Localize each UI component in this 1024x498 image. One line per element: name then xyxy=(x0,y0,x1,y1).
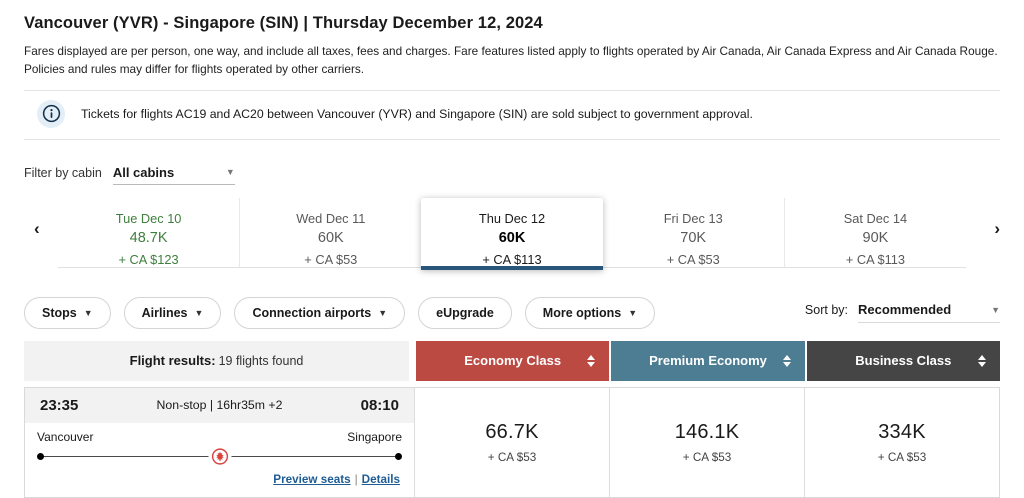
details-link[interactable]: Details xyxy=(361,472,400,486)
flight-results-count: 19 flights found xyxy=(218,353,304,368)
cabin-filter-select[interactable]: All cabins ▼ xyxy=(112,164,235,185)
chevron-down-icon: ▼ xyxy=(991,304,1000,315)
sort-arrows-icon xyxy=(587,354,596,367)
cabin-filter-value: All cabins xyxy=(112,164,175,180)
price-points: 334K xyxy=(878,420,926,443)
page-title: Vancouver (YVR) - Singapore (SIN) | Thur… xyxy=(24,14,543,32)
economy-class-price-cell[interactable]: 66.7K + CA $53 xyxy=(415,388,609,497)
premium-economy-column-header[interactable]: Premium Economy xyxy=(611,340,805,381)
chevron-down-icon: ▼ xyxy=(225,167,235,178)
sort-arrows-icon xyxy=(782,354,791,367)
origin-dot xyxy=(37,452,44,460)
government-approval-notice: Tickets for flights AC19 and AC20 betwee… xyxy=(24,91,1000,137)
origin-city: Vancouver xyxy=(37,429,94,444)
tab-date: Sat Dec 14 xyxy=(843,210,908,226)
link-separator: | xyxy=(354,472,358,486)
tab-date: Fri Dec 13 xyxy=(663,210,723,226)
date-tabs: Tue Dec 10 48.7K + CA $123 Wed Dec 11 60… xyxy=(58,197,966,270)
filters-row: Stops ▼ Airlines ▼ Connection airports ▼… xyxy=(24,296,1000,329)
date-tab-tue-dec-10[interactable]: Tue Dec 10 48.7K + CA $123 xyxy=(58,198,239,267)
destination-dot xyxy=(395,452,402,460)
premium-economy-price-cell[interactable]: 146.1K + CA $53 xyxy=(609,387,804,497)
date-tab-thu-dec-12-selected[interactable]: Thu Dec 12 60K + CA $113 xyxy=(421,197,603,270)
next-dates-button[interactable]: › xyxy=(994,218,1000,238)
divider xyxy=(24,138,1000,140)
chevron-down-icon: ▼ xyxy=(194,307,204,318)
business-class-price-cell[interactable]: 334K + CA $53 xyxy=(804,387,999,497)
tab-cash: + CA $53 xyxy=(666,251,720,267)
pill-label: More options xyxy=(542,305,622,320)
pill-label: Airlines xyxy=(141,305,188,320)
connection-airports-filter-button[interactable]: Connection airports ▼ xyxy=(234,296,406,329)
economy-class-column-header[interactable]: Economy Class xyxy=(416,340,610,381)
departure-time: 23:35 xyxy=(40,396,79,414)
flight-times-strip: 23:35 Non-stop | 16hr35m +2 08:10 xyxy=(25,387,414,423)
business-class-column-header[interactable]: Business Class xyxy=(806,340,1000,381)
air-canada-roundel-icon xyxy=(208,447,231,468)
sort-by-select[interactable]: Recommended ▼ xyxy=(858,302,1000,324)
tab-date: Thu Dec 12 xyxy=(478,210,546,226)
flight-results-label: Flight results: xyxy=(129,353,216,369)
price-points: 66.7K xyxy=(485,420,539,443)
tab-cash: + CA $113 xyxy=(482,251,542,267)
pill-label: Stops xyxy=(42,305,77,320)
date-strip: ‹ › Tue Dec 10 48.7K + CA $123 Wed Dec 1… xyxy=(24,197,1000,270)
previous-dates-button[interactable]: ‹ xyxy=(34,218,40,238)
tab-cash: + CA $123 xyxy=(118,251,179,267)
tab-points: 60K xyxy=(498,229,526,246)
tab-date: Wed Dec 11 xyxy=(296,210,366,226)
tab-date: Tue Dec 10 xyxy=(115,210,182,226)
column-label: Business Class xyxy=(855,353,952,369)
arrival-time: 08:10 xyxy=(360,396,399,414)
route-track xyxy=(37,446,402,468)
cabin-filter-row: Filter by cabin All cabins ▼ xyxy=(24,165,1000,185)
tab-cash: + CA $113 xyxy=(845,251,905,267)
price-cash: + CA $53 xyxy=(877,450,927,464)
tab-points: 60K xyxy=(317,229,344,246)
stops-filter-button[interactable]: Stops ▼ xyxy=(24,296,111,329)
tab-points: 70K xyxy=(680,229,707,246)
flight-result-row: 23:35 Non-stop | 16hr35m +2 08:10 Vancou… xyxy=(24,386,1000,498)
tab-points: 90K xyxy=(862,229,889,246)
chevron-down-icon: ▼ xyxy=(378,307,388,318)
flight-links: Preview seats | Details xyxy=(25,473,414,497)
tab-cash: + CA $53 xyxy=(304,251,358,267)
date-tab-fri-dec-13[interactable]: Fri Dec 13 70K + CA $53 xyxy=(603,198,784,267)
results-header: Flight results: 19 flights found Economy… xyxy=(24,340,1000,381)
cabin-filter-label: Filter by cabin xyxy=(24,165,102,180)
destination-city: Singapore xyxy=(347,429,402,444)
price-cash: + CA $53 xyxy=(487,450,537,464)
price-cash: + CA $53 xyxy=(682,450,732,464)
preview-seats-link[interactable]: Preview seats xyxy=(273,472,351,486)
flight-results-summary: Flight results: 19 flights found xyxy=(24,340,409,381)
price-points: 146.1K xyxy=(674,420,740,443)
divider xyxy=(24,89,1000,91)
column-label: Premium Economy xyxy=(649,353,767,369)
flight-summary: Non-stop | 16hr35m +2 xyxy=(156,398,283,413)
eupgrade-filter-button[interactable]: eUpgrade xyxy=(418,296,512,329)
airlines-filter-button[interactable]: Airlines ▼ xyxy=(123,296,222,329)
sort-arrows-icon xyxy=(977,354,986,367)
pill-label: eUpgrade xyxy=(436,305,494,320)
chevron-down-icon: ▼ xyxy=(83,307,93,318)
more-options-filter-button[interactable]: More options ▼ xyxy=(524,296,656,329)
flight-info-cell: 23:35 Non-stop | 16hr35m +2 08:10 Vancou… xyxy=(25,387,415,497)
sort-by-label: Sort by: xyxy=(804,303,848,318)
pill-label: Connection airports xyxy=(252,305,372,320)
sort-control: Sort by: Recommended ▼ xyxy=(804,302,1000,324)
notice-text: Tickets for flights AC19 and AC20 betwee… xyxy=(81,106,753,121)
chevron-down-icon: ▼ xyxy=(628,307,638,318)
fare-disclaimer-text: Fares displayed are per person, one way,… xyxy=(24,44,998,77)
info-icon xyxy=(37,99,65,128)
date-tab-sat-dec-14[interactable]: Sat Dec 14 90K + CA $113 xyxy=(783,197,966,267)
date-tab-wed-dec-11[interactable]: Wed Dec 11 60K + CA $53 xyxy=(239,197,421,267)
sort-by-value: Recommended xyxy=(858,302,952,318)
tab-points: 48.7K xyxy=(129,229,168,246)
column-label: Economy Class xyxy=(464,353,562,369)
route-diagram: Vancouver Singapore xyxy=(25,423,414,468)
